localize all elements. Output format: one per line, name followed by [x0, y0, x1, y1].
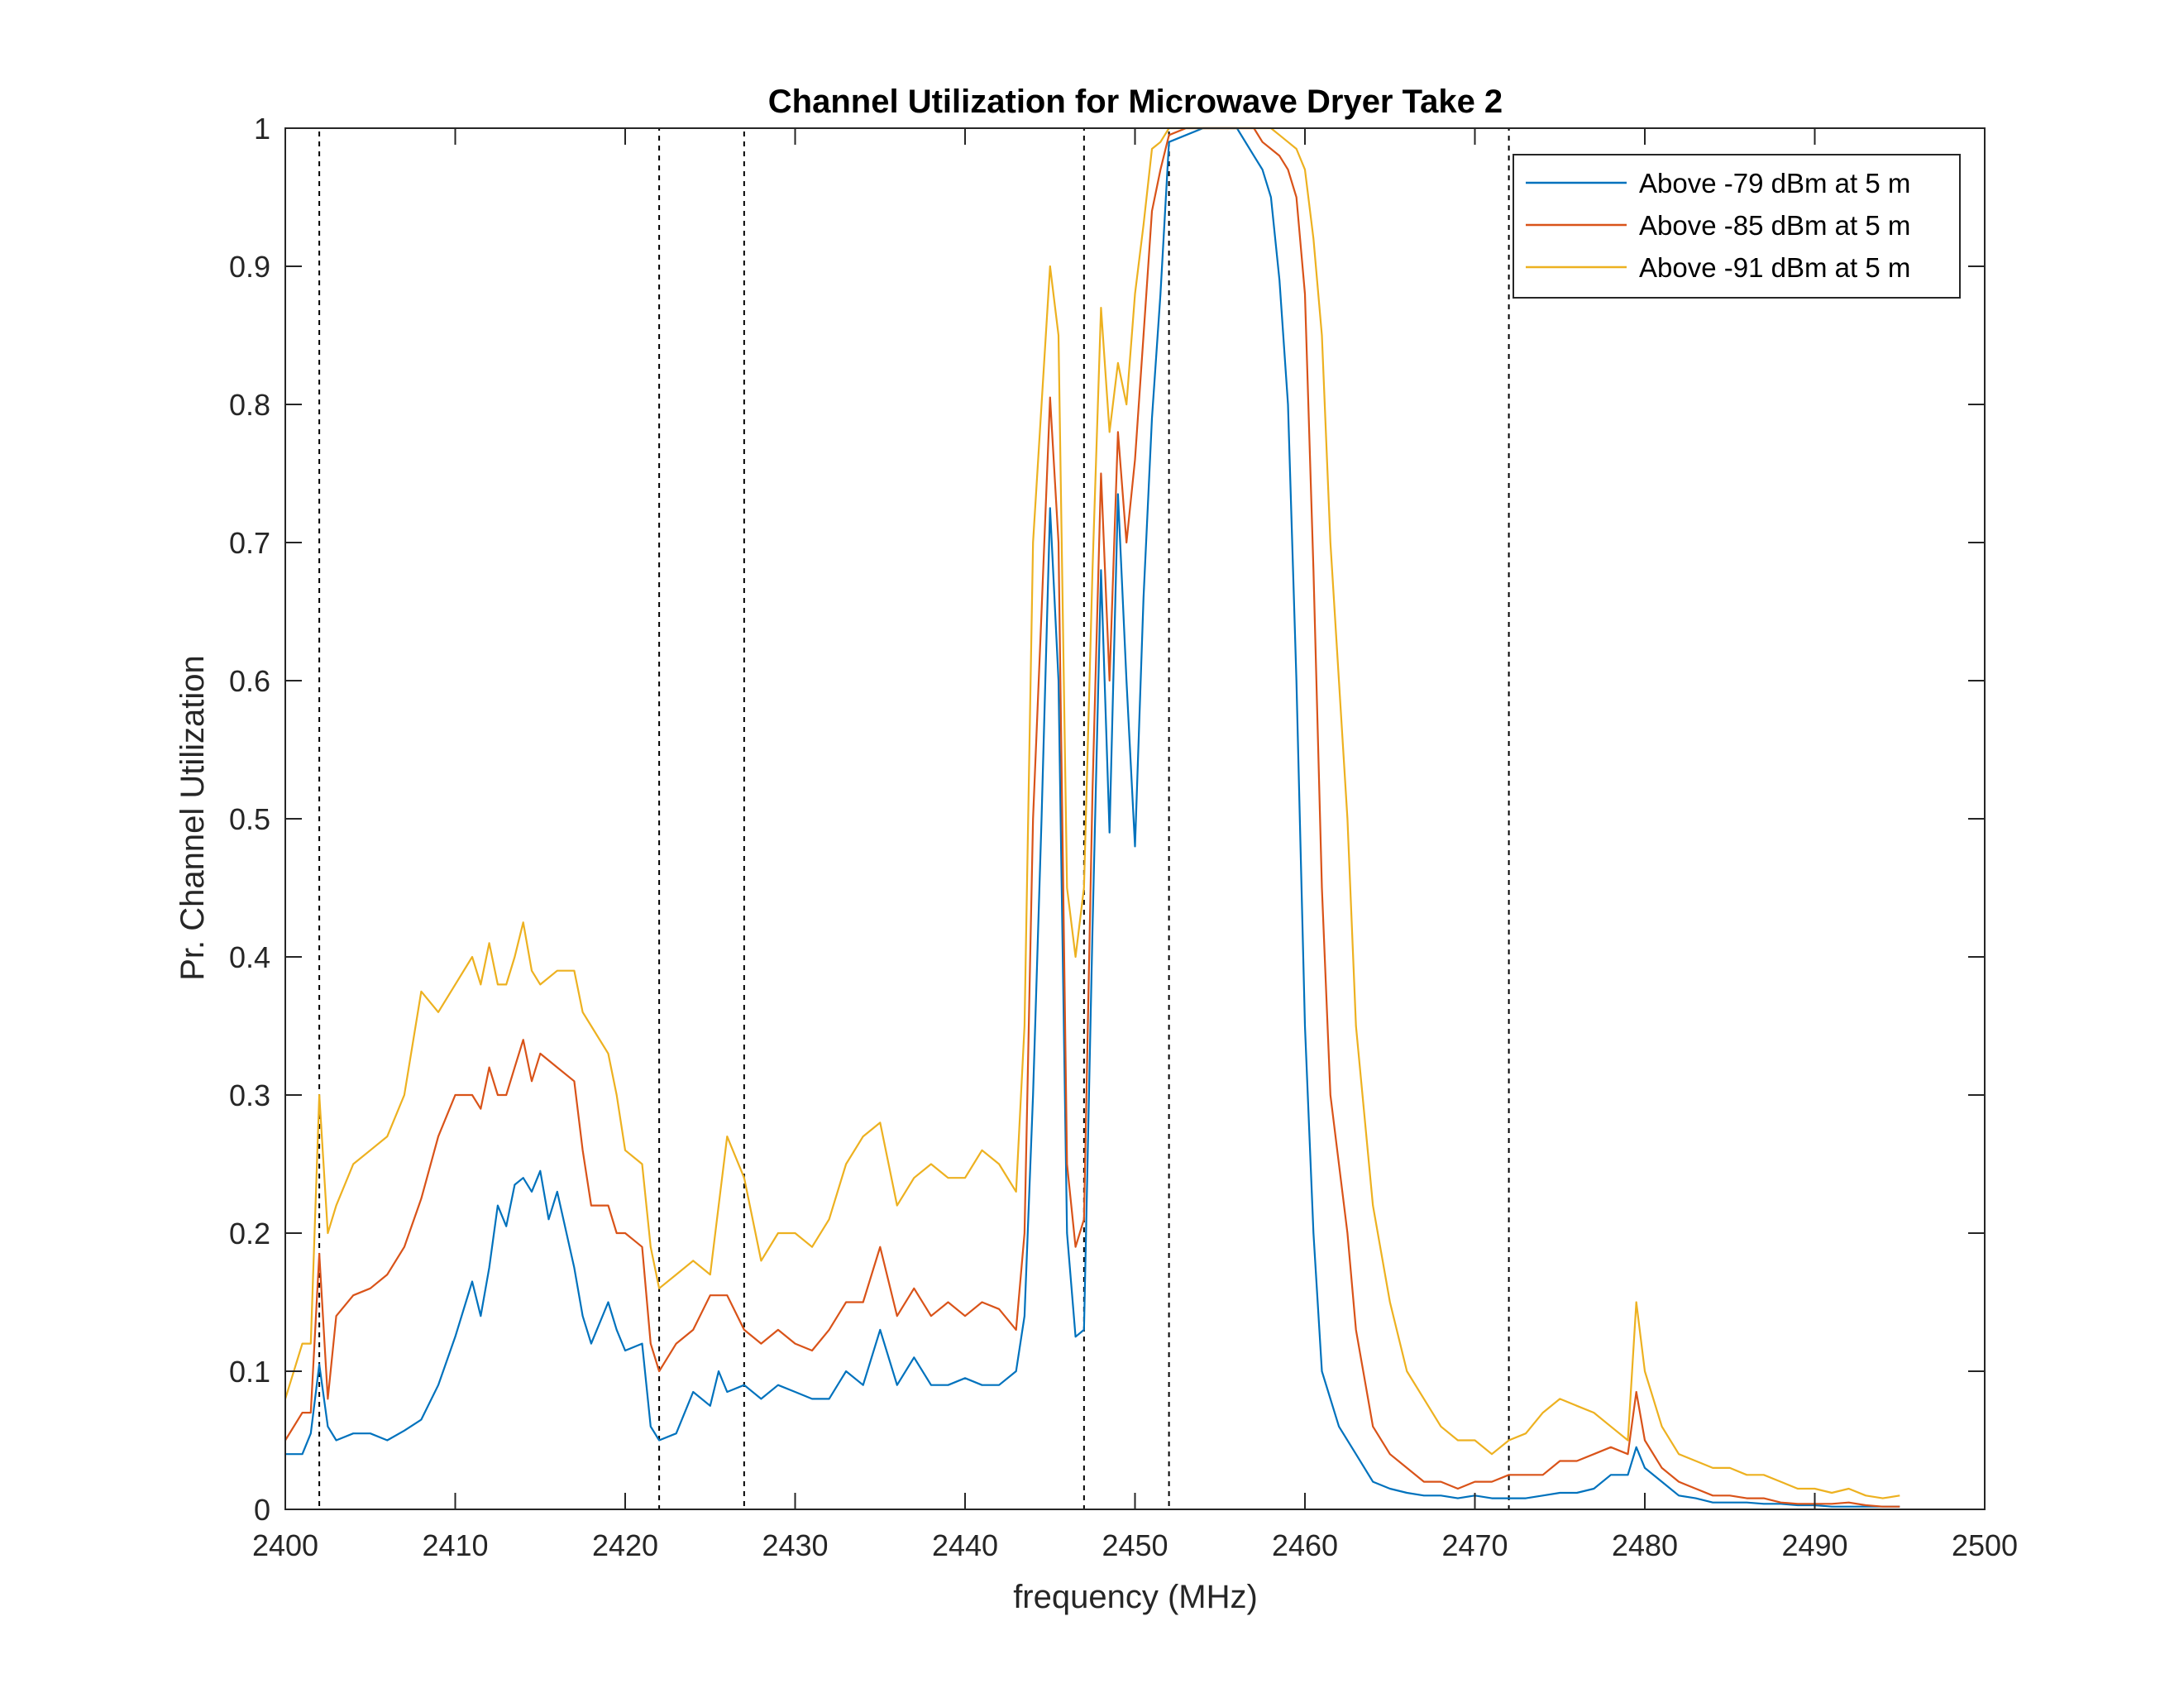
x-tick-label: 2410 [422, 1528, 488, 1562]
series-line-1 [285, 127, 1900, 1508]
x-tick-labels: 2400 2410 2420 2430 2440 2450 2460 2470 2480 2490… [252, 1528, 2018, 1562]
y-axis-label: Pr. Channel Utilization [174, 655, 211, 981]
axes-layer [284, 127, 1986, 1510]
legend-label: Above -79 dBm at 5 m [1639, 168, 1910, 198]
series-line-3 [284, 127, 1900, 1499]
x-tick-label: 2460 [1272, 1528, 1338, 1562]
y-tick-label: 0.5 [229, 802, 270, 836]
x-axis-label: frequency (MHz) [1013, 1579, 1258, 1615]
y-tick-label: 0.1 [229, 1355, 270, 1389]
y-tick-label: 0.6 [229, 664, 270, 698]
legend-frame [1513, 154, 1961, 299]
y-tick-label: 0.4 [229, 940, 270, 974]
y-tick-labels: 0 0.1 0.2 0.3 0.4 0.5 0.6 0.7 0.8 0.9 1 [229, 112, 270, 1527]
y-tick-label: 1 [254, 112, 270, 146]
x-tick-label: 2430 [762, 1528, 828, 1562]
legend: Above -79 dBm at 5 m Above -85 dBm at 5 m… [1513, 154, 1961, 299]
x-tick-label: 2450 [1102, 1528, 1168, 1562]
y-tick-label: 0 [254, 1493, 270, 1527]
x-tick-label: 2470 [1441, 1528, 1508, 1562]
y-tick-label: 0.2 [229, 1217, 270, 1250]
x-tick-label: 2490 [1781, 1528, 1847, 1562]
x-tick-label: 2500 [1952, 1528, 2018, 1562]
legend-label: Above -85 dBm at 5 m [1639, 210, 1910, 241]
series-line-2 [284, 127, 1900, 1508]
x-tick-label: 2420 [592, 1528, 658, 1562]
y-tick-label: 0.3 [229, 1078, 270, 1112]
y-tick-label: 0.9 [229, 250, 270, 284]
y-tick-label: 0.7 [229, 526, 270, 560]
series-layer [284, 127, 1900, 1508]
x-tick-label: 2440 [932, 1528, 998, 1562]
chart-title: Channel Utilization for Microwave Dryer … [768, 84, 1503, 120]
x-tick-label: 2480 [1612, 1528, 1678, 1562]
x-tick-label: 2400 [252, 1528, 318, 1562]
y-tick-label: 0.8 [229, 388, 270, 422]
legend-label: Above -91 dBm at 5 m [1639, 252, 1910, 283]
